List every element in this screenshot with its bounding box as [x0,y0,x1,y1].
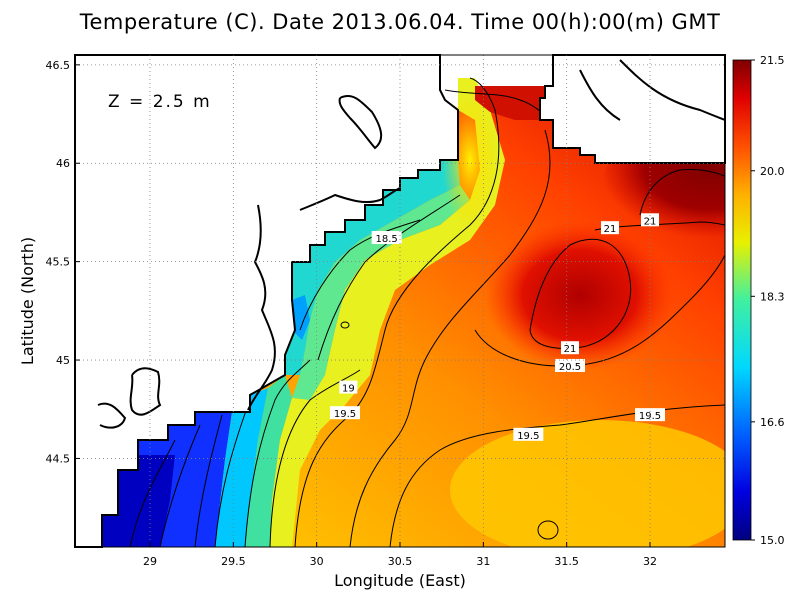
x-axis-label: Longitude (East) [334,571,466,590]
y-axis-label: Latitude (North) [18,237,37,365]
x-tick-label: 30.5 [388,555,413,568]
contour-line [537,520,559,540]
colorbar-tick-label: 15.0 [760,534,785,547]
colorbar-tick-label: 16.6 [760,416,785,429]
contour-label: 19.5 [513,427,544,442]
y-tick-label: 44.5 [46,452,71,465]
contour-label-text: 19 [342,384,355,395]
contour-label-box [561,341,579,355]
contour-label-box [339,380,358,394]
y-tick-label: 46 [56,157,70,170]
map-title: Temperature (C). Date 2013.06.04. Time 0… [79,10,721,34]
contour-line [214,404,249,547]
x-tick-label: 29 [143,555,157,568]
contour-label-box [601,221,619,235]
contour-line [639,169,725,216]
contour-lines [129,77,725,547]
contour-line [317,194,461,361]
cyan-band-south [215,388,268,547]
contour-line [294,77,500,547]
contour-label: 21 [601,221,619,235]
contour-label-text: 19.5 [639,411,661,422]
y-tick-label: 45.5 [46,256,71,269]
colorbar [732,59,752,541]
contour-label-text: 19.5 [517,431,539,442]
contour-label: 21 [561,341,579,355]
x-axis: 29 29.5 30 30.5 31 31.5 32 [143,542,657,568]
contour-label-text: 20.5 [559,362,581,373]
colorbar-tick-label: 20.0 [760,165,785,178]
contour-label-text: 19.5 [334,409,356,420]
coast-detail [579,69,621,121]
contour-label-text: 21 [644,216,657,227]
coast-details [97,59,726,429]
contour-line [340,321,350,329]
contour-line [244,359,311,547]
contour-label: 19 [339,380,358,395]
contour-label-box [330,406,360,420]
x-tick-label: 32 [643,555,657,568]
cold-pocket-coast [292,295,310,340]
x-tick-label: 31 [476,555,490,568]
warm-core-eddy [485,220,675,370]
coast-detail [619,59,726,121]
contour-line [194,414,223,547]
contour-line [129,439,176,547]
y-tick-label: 46.5 [46,59,71,72]
x-tick-label: 29.5 [221,555,246,568]
contour-label-text: 18.5 [376,234,398,245]
cool-shelf-north [285,160,460,375]
coast-detail [247,204,276,411]
contour-label: 18.5 [371,231,402,245]
contour-line [299,219,421,331]
contour-label: 20.5 [555,358,585,373]
y-tick-label: 45 [56,354,70,367]
contour-label-box [513,427,544,441]
coast-detail [97,402,127,429]
contour-label-box [635,408,665,422]
contour-line [159,424,201,547]
colorbar-tick-label: 18.3 [760,290,785,303]
colorbar-ticks: 15.0 16.6 18.3 20.0 21.5 [751,54,785,547]
coast-detail [338,94,383,150]
grid-lines [75,55,725,547]
y-axis: 44.5 45 45.5 46 46.5 [46,59,80,465]
coldest-patch [102,455,175,547]
coastline [74,54,459,548]
colorbar-tick-label: 21.5 [760,54,785,67]
coast-detail [129,367,162,416]
x-tick-label: 30 [310,555,324,568]
contour-line [474,254,725,367]
contour-label: 19.5 [330,406,360,420]
contour-label-text: 21 [564,344,577,355]
x-tick-label: 31.5 [554,555,579,568]
yellow-patch-southeast [450,420,725,547]
coast-detail [299,187,401,211]
contour-label-text: 21 [604,224,617,235]
contour-label-box [555,358,585,372]
contour-label-box [371,231,402,245]
contour-line [269,369,361,547]
green-band-south [245,375,292,547]
contour-line [349,129,551,547]
depth-label: Z = 2.5 m [108,92,212,112]
contour-label: 19.5 [635,408,665,422]
